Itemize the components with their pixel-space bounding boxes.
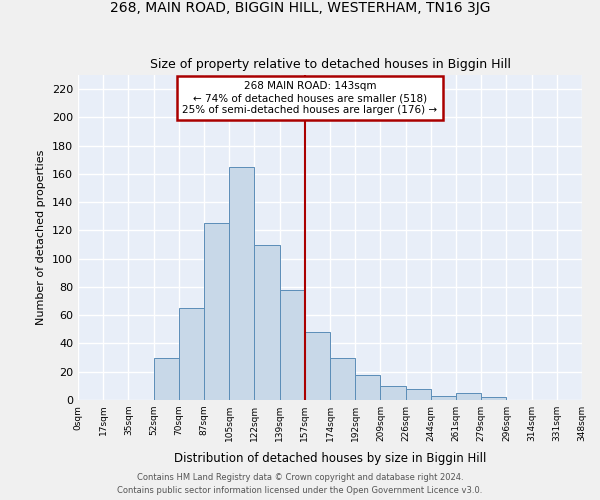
Bar — [406, 388, 431, 400]
Bar — [179, 308, 204, 400]
X-axis label: Distribution of detached houses by size in Biggin Hill: Distribution of detached houses by size … — [174, 452, 486, 466]
Text: 268 MAIN ROAD: 143sqm
← 74% of detached houses are smaller (518)
25% of semi-det: 268 MAIN ROAD: 143sqm ← 74% of detached … — [182, 82, 437, 114]
Text: Contains public sector information licensed under the Open Government Licence v3: Contains public sector information licen… — [118, 486, 482, 495]
Text: 268, MAIN ROAD, BIGGIN HILL, WESTERHAM, TN16 3JG: 268, MAIN ROAD, BIGGIN HILL, WESTERHAM, … — [110, 1, 490, 15]
Bar — [431, 396, 456, 400]
Y-axis label: Number of detached properties: Number of detached properties — [37, 150, 46, 325]
Bar — [254, 244, 280, 400]
Bar — [280, 290, 305, 400]
Bar — [229, 167, 254, 400]
Bar — [481, 397, 506, 400]
Bar — [154, 358, 179, 400]
Bar — [204, 224, 229, 400]
Bar — [456, 393, 481, 400]
Bar — [355, 374, 380, 400]
Text: Contains HM Land Registry data © Crown copyright and database right 2024.: Contains HM Land Registry data © Crown c… — [137, 472, 463, 482]
Bar — [380, 386, 406, 400]
Title: Size of property relative to detached houses in Biggin Hill: Size of property relative to detached ho… — [149, 58, 511, 71]
Bar — [305, 332, 330, 400]
Bar — [330, 358, 355, 400]
